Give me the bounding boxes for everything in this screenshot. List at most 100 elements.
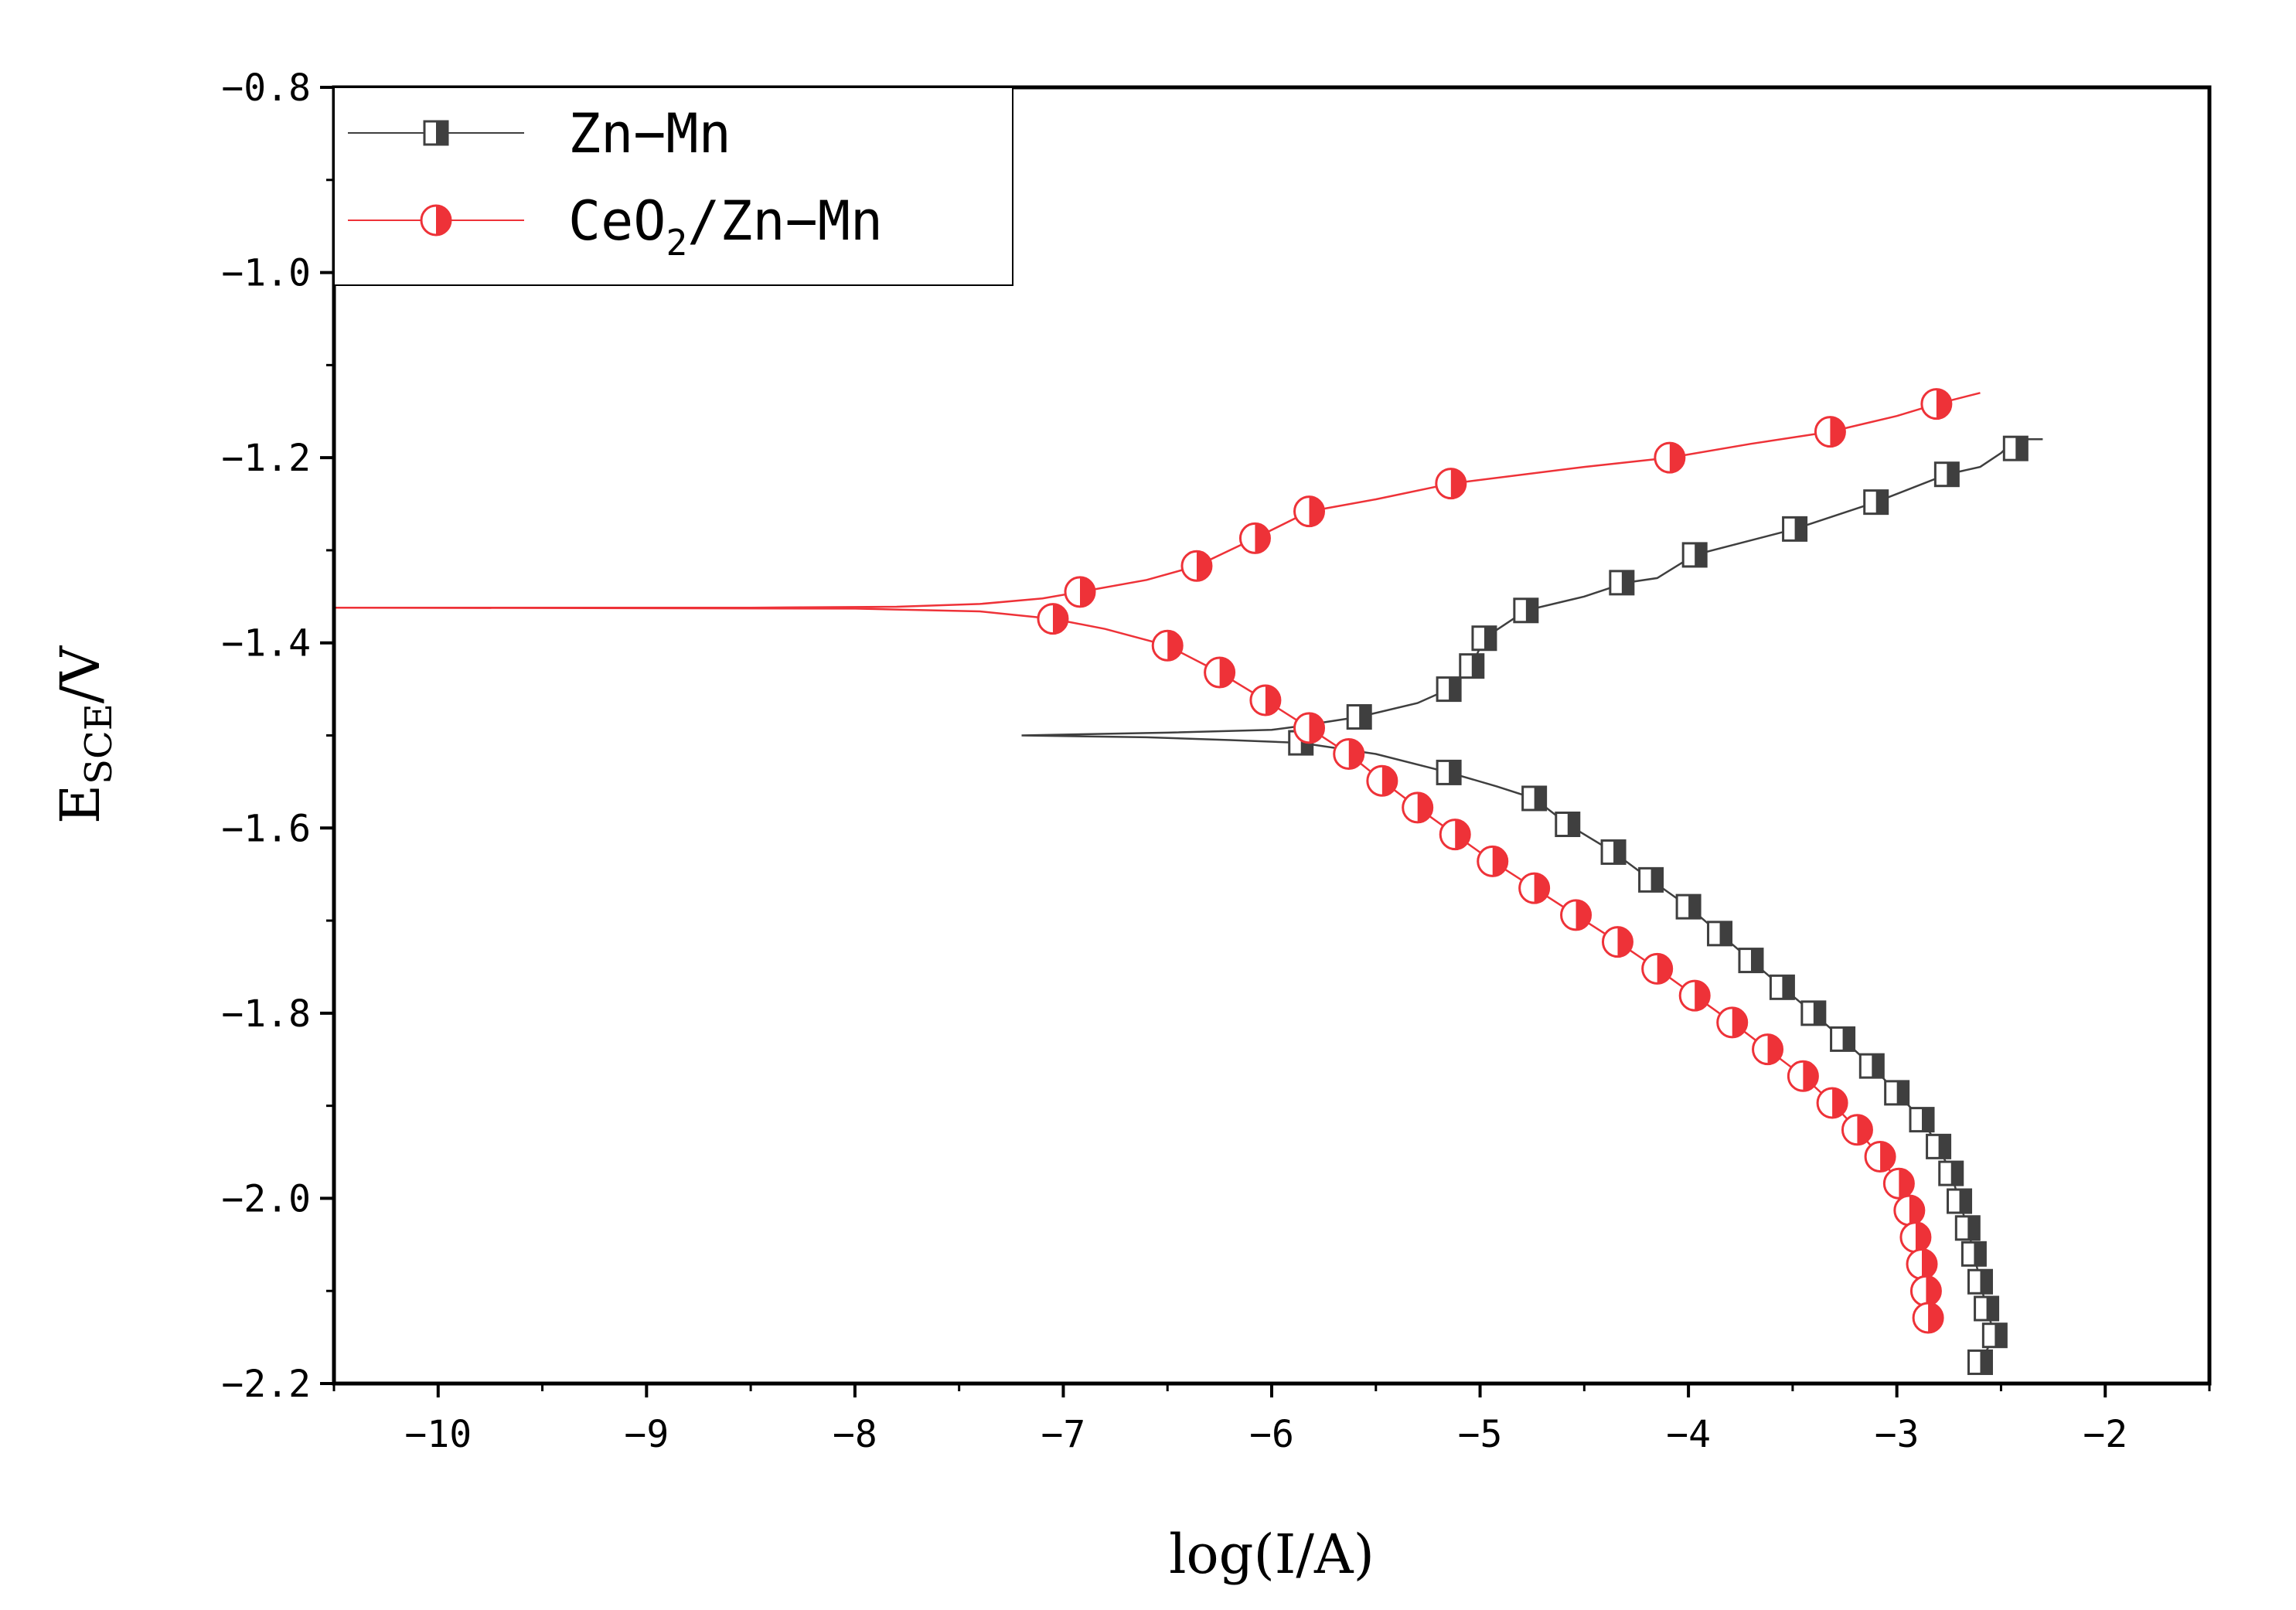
plot-frame — [332, 85, 2212, 1386]
data-point-zn-mn — [1555, 811, 1581, 837]
x-tick-label: −10 — [404, 1413, 472, 1456]
data-point-ceo2-zn-mn — [1435, 468, 1467, 500]
data-point-ceo2-zn-mn — [1716, 1006, 1749, 1039]
data-point-ceo2-zn-mn — [1293, 712, 1326, 744]
data-point-ceo2-zn-mn — [1439, 819, 1471, 851]
data-point-zn-mn — [1675, 893, 1702, 920]
y-tick-label: −0.8 — [221, 66, 311, 110]
data-point-zn-mn — [1638, 866, 1664, 893]
data-point-zn-mn — [1513, 597, 1539, 624]
data-point-zn-mn — [1521, 785, 1548, 812]
data-point-zn-mn — [1858, 1053, 1885, 1079]
data-point-zn-mn — [1769, 974, 1795, 1000]
data-point-ceo2-zn-mn — [1899, 1221, 1932, 1254]
data-point-ceo2-zn-mn — [1641, 952, 1674, 985]
y-axis: −0.8 −1.0 −1.2 −1.4 −1.6 −1.8 −2.0 −2.2 — [221, 66, 334, 1406]
data-point-ceo2-zn-mn — [1893, 1194, 1926, 1227]
data-point-ceo2-zn-mn — [1037, 603, 1069, 635]
y-tick-label: −1.8 — [221, 992, 311, 1036]
x-axis-title: log(I/A) — [1169, 1523, 1375, 1586]
data-point-zn-mn — [1707, 921, 1733, 947]
data-point-zn-mn — [1609, 570, 1635, 596]
data-point-zn-mn — [1459, 653, 1485, 679]
x-tick-label: −6 — [1249, 1413, 1294, 1456]
legend-marker-zn-mn — [423, 120, 449, 146]
data-point-ceo2-zn-mn — [1678, 979, 1711, 1012]
data-point-zn-mn — [1863, 489, 1889, 516]
data-point-zn-mn — [1981, 1322, 2008, 1349]
data-point-ceo2-zn-mn — [1366, 764, 1398, 797]
data-point-zn-mn — [1926, 1133, 1952, 1159]
data-point-zn-mn — [1938, 1160, 1964, 1186]
x-axis: −10 −9 −8 −7 −6 −5 −4 −3 −2 — [404, 1384, 2127, 1456]
data-point-ceo2-zn-mn — [1518, 872, 1551, 904]
data-point-ceo2-zn-mn — [1920, 388, 1953, 420]
x-tick-label: −4 — [1666, 1413, 1711, 1456]
data-point-zn-mn — [1954, 1215, 1981, 1241]
x-tick-label: −8 — [833, 1413, 877, 1456]
y-tick-label: −2.0 — [221, 1177, 311, 1220]
data-point-ceo2-zn-mn — [1249, 684, 1282, 717]
data-point-zn-mn — [1782, 516, 1808, 542]
legend-label-ceo2-zn-mn: CeO2/Zn−Mn — [568, 189, 883, 264]
y-tick-label: −1.6 — [221, 807, 311, 850]
data-point-ceo2-zn-mn — [1151, 629, 1184, 662]
data-point-zn-mn — [1830, 1026, 1856, 1052]
data-point-zn-mn — [1967, 1268, 1993, 1295]
series-line-ceo2-zn-mn — [333, 392, 1981, 1319]
data-point-zn-mn — [1436, 676, 1462, 703]
x-tick-label: −7 — [1041, 1413, 1086, 1456]
data-point-ceo2-zn-mn — [1909, 1275, 1942, 1307]
data-point-ceo2-zn-mn — [1841, 1114, 1873, 1146]
data-point-zn-mn — [1738, 948, 1764, 974]
data-point-ceo2-zn-mn — [1912, 1302, 1944, 1334]
x-tick-label: −2 — [2083, 1413, 2127, 1456]
legend-marker-symbol — [420, 204, 452, 237]
data-point-zn-mn — [2002, 435, 2029, 461]
data-point-ceo2-zn-mn — [1864, 1141, 1896, 1173]
legend-entry-zn-mn: Zn−Mn — [348, 102, 731, 165]
legend-marker-ceo2-zn-mn — [420, 204, 452, 237]
y-axis-title-suffix: /V — [49, 645, 112, 704]
legend-label-ceo2-main: CeO — [568, 189, 666, 253]
data-point-ceo2-zn-mn — [1560, 899, 1593, 931]
x-tick-label: −3 — [1875, 1413, 1920, 1456]
legend-entry-ceo2-zn-mn: CeO2/Zn−Mn — [348, 189, 883, 264]
series-zn-mn — [1021, 435, 2043, 1375]
data-point-zn-mn — [1967, 1349, 1993, 1375]
y-axis-title-main: E — [49, 785, 112, 824]
data-point-ceo2-zn-mn — [1882, 1167, 1915, 1200]
data-point-zn-mn — [1884, 1080, 1910, 1106]
data-point-zn-mn — [1947, 1188, 1973, 1214]
data-point-zn-mn — [1800, 1000, 1827, 1026]
data-point-zn-mn — [1933, 461, 1960, 488]
data-point-ceo2-zn-mn — [1787, 1060, 1819, 1092]
y-tick-label: −1.2 — [221, 437, 311, 480]
x-tick-label: −9 — [624, 1413, 669, 1456]
data-point-zn-mn — [1909, 1107, 1935, 1133]
data-point-ceo2-zn-mn — [1064, 576, 1096, 608]
legend: Zn−Mn CeO2/Zn−Mn — [333, 87, 1013, 286]
data-point-ceo2-zn-mn — [1204, 656, 1236, 689]
data-point-ceo2-zn-mn — [1333, 737, 1365, 770]
data-point-ceo2-zn-mn — [1654, 441, 1686, 474]
series-ceo2-zn-mn — [333, 388, 1981, 1334]
data-point-zn-mn — [1600, 839, 1627, 865]
legend-label-zn-mn: Zn−Mn — [568, 102, 731, 165]
x-tick-label: −5 — [1458, 1413, 1503, 1456]
data-point-zn-mn — [1436, 759, 1462, 785]
data-point-ceo2-zn-mn — [1906, 1247, 1938, 1280]
data-point-zn-mn — [1681, 542, 1708, 568]
data-point-ceo2-zn-mn — [1752, 1033, 1784, 1066]
y-axis-title-sub: SCE — [77, 703, 121, 785]
data-point-ceo2-zn-mn — [1477, 845, 1509, 877]
data-point-ceo2-zn-mn — [1402, 791, 1434, 824]
data-point-zn-mn — [1346, 704, 1372, 730]
data-point-ceo2-zn-mn — [1601, 926, 1633, 958]
data-point-ceo2-zn-mn — [1180, 550, 1213, 582]
data-point-zn-mn — [1471, 625, 1497, 652]
data-point-ceo2-zn-mn — [1816, 1087, 1848, 1119]
data-point-ceo2-zn-mn — [1293, 495, 1326, 528]
y-tick-label: −1.4 — [221, 622, 311, 665]
